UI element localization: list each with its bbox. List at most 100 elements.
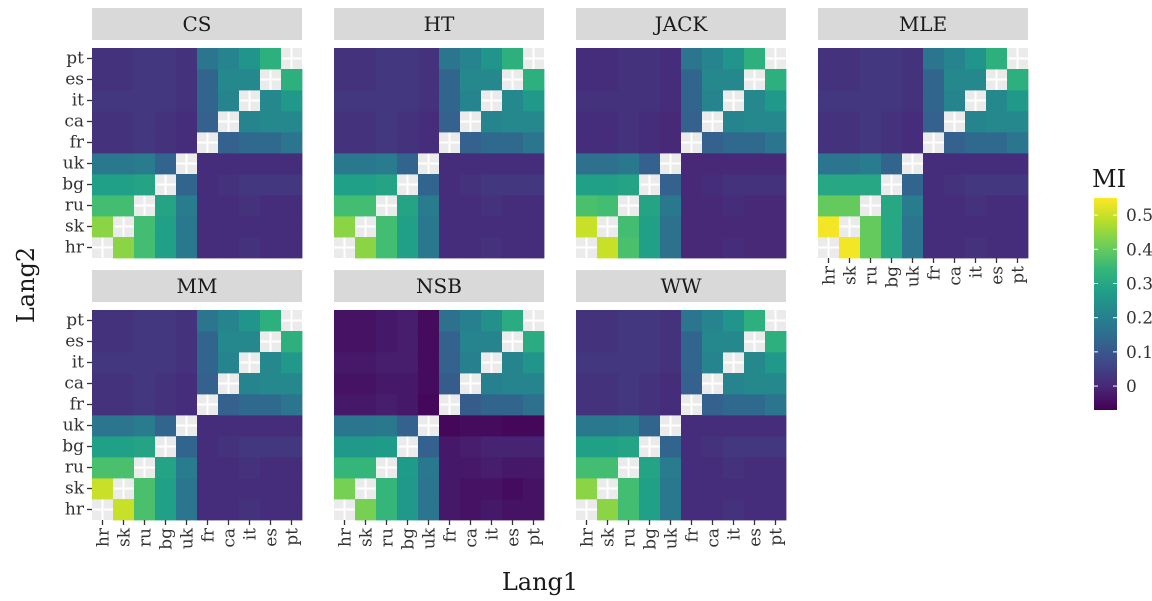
heatmap-cell (681, 457, 702, 478)
heatmap-cell (134, 132, 155, 153)
heatmap-cell (439, 111, 460, 132)
heatmap-cell (334, 153, 355, 174)
panel-title: HT (424, 12, 455, 36)
heatmap-cell (818, 111, 839, 132)
heatmap-cell (576, 436, 597, 457)
heatmap-cell (765, 331, 786, 352)
heatmap-cell (92, 48, 113, 69)
heatmap-cell (597, 90, 618, 111)
heatmap-cell (460, 352, 481, 373)
heatmap-cell (965, 216, 986, 237)
heatmap-cell (523, 216, 544, 237)
heatmap-cell (439, 499, 460, 520)
heatmap-cell (460, 195, 481, 216)
heatmap-cell (986, 237, 1007, 258)
heatmap-cell (723, 499, 744, 520)
heatmap-cell (355, 352, 376, 373)
heatmap-cell (502, 195, 523, 216)
panel-ww: WWhr sk ru bg uk fr ca it es pt (576, 270, 787, 550)
heatmap-cell (965, 69, 986, 90)
heatmap-cell (639, 394, 660, 415)
heatmap-cell (155, 373, 176, 394)
heatmap-cell (660, 90, 681, 111)
heatmap-cell (355, 48, 376, 69)
heatmap-cell (744, 195, 765, 216)
heatmap-cell (744, 237, 765, 258)
heatmap-cell (744, 153, 765, 174)
heatmap-cell (681, 237, 702, 258)
heatmap-cell (439, 153, 460, 174)
heatmap-cell (902, 216, 923, 237)
heatmap-cell (765, 373, 786, 394)
panel-title: MM (177, 274, 218, 298)
heatmap-cell (281, 69, 302, 90)
heatmap-cell (944, 237, 965, 258)
heatmap-cell (986, 132, 1007, 153)
heatmap-cell (618, 132, 639, 153)
heatmap-cell (397, 132, 418, 153)
heatmap-cell (576, 331, 597, 352)
heatmap-cell (576, 90, 597, 111)
heatmap-cell (576, 195, 597, 216)
heatmap-cell (481, 457, 502, 478)
heatmap-cell (818, 153, 839, 174)
heatmap-cell (723, 478, 744, 499)
heatmap-cell (460, 499, 481, 520)
heatmap-cell (439, 195, 460, 216)
heatmap-cell (839, 90, 860, 111)
heatmap-cell (660, 174, 681, 195)
heatmap-cell (597, 331, 618, 352)
x-tick-label: uk (904, 265, 924, 287)
y-tick-label: sk (65, 479, 85, 499)
heatmap-cell (218, 132, 239, 153)
heatmap-cell (576, 352, 597, 373)
y-tick-label: ru (65, 458, 84, 478)
heatmap-cell (639, 331, 660, 352)
heatmap-cell (113, 69, 134, 90)
heatmap-cell (639, 415, 660, 436)
heatmap-cell (113, 90, 134, 111)
heatmap-cell (376, 216, 397, 237)
x-tick-label: sk (841, 265, 861, 285)
heatmap-cell (860, 48, 881, 69)
heatmap-cell (418, 478, 439, 499)
heatmap-cell (502, 457, 523, 478)
heatmap-cell (639, 90, 660, 111)
heatmap-cell (239, 415, 260, 436)
heatmap-cell (681, 436, 702, 457)
heatmap-cell (418, 111, 439, 132)
heatmap-cell (439, 310, 460, 331)
heatmap-cell (460, 394, 481, 415)
heatmap-cell (376, 48, 397, 69)
heatmap-cell (986, 90, 1007, 111)
heatmap-cell (481, 436, 502, 457)
y-tick-label: es (65, 70, 84, 90)
heatmap-cell (923, 48, 944, 69)
heatmap-cell (176, 195, 197, 216)
heatmap-cell (723, 48, 744, 69)
heatmap-cell (439, 237, 460, 258)
x-tick-label: uk (662, 527, 682, 549)
heatmap-cell (197, 216, 218, 237)
heatmap-cell (481, 48, 502, 69)
y-tick-label: es (65, 332, 84, 352)
x-axis-title: Lang1 (502, 568, 578, 596)
heatmap-cell (418, 373, 439, 394)
heatmap-cell (260, 132, 281, 153)
heatmap-cell (639, 499, 660, 520)
heatmap-cell (397, 111, 418, 132)
heatmap-cell (260, 48, 281, 69)
heatmap-cell (965, 111, 986, 132)
heatmap-cell (439, 352, 460, 373)
heatmap-cell (902, 195, 923, 216)
heatmap-cell (134, 237, 155, 258)
heatmap-cell (576, 394, 597, 415)
panel-title: MLE (899, 12, 947, 36)
heatmap-cell (418, 48, 439, 69)
heatmap-cell (702, 499, 723, 520)
heatmap-cell (439, 415, 460, 436)
heatmap-cell (502, 478, 523, 499)
heatmap-cell (702, 457, 723, 478)
heatmap-cell (176, 132, 197, 153)
heatmap-cell (744, 457, 765, 478)
